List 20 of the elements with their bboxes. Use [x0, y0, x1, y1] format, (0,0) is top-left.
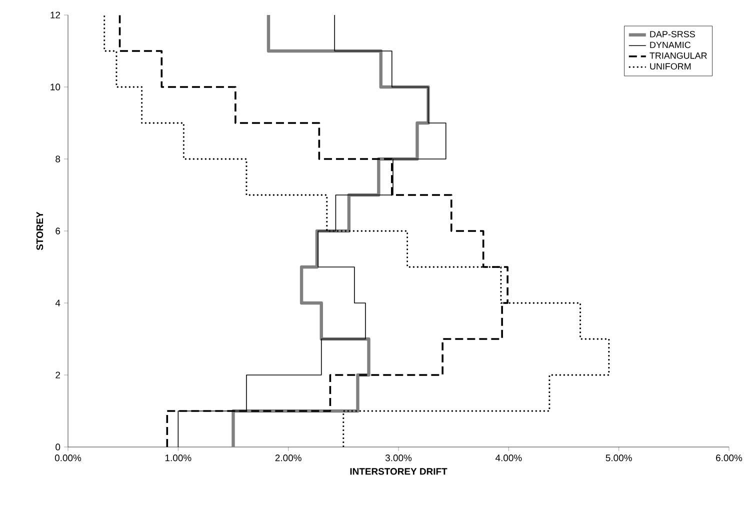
y-tick-label: 0	[56, 444, 60, 450]
x-tick-label: 3.00%	[385, 454, 412, 462]
legend-label: UNIFORM	[650, 63, 691, 70]
y-tick-label: 10	[50, 84, 60, 90]
x-tick-label: 5.00%	[606, 454, 632, 462]
y-tick-label: 4	[55, 300, 60, 306]
x-tick-label: 2.00%	[275, 454, 302, 462]
x-tick-label: 1.00%	[165, 454, 192, 462]
x-tick-label: 0.00%	[54, 454, 82, 462]
x-tick-label: 4.00%	[495, 454, 522, 462]
y-tick-label: 12	[50, 12, 60, 18]
y-axis-title: STOREY	[36, 212, 44, 250]
y-tick-label: 6	[56, 228, 60, 234]
legend-label: DAP-SRSS	[650, 30, 695, 38]
x-tick-label: 6.00%	[716, 454, 742, 462]
y-tick-label: 8	[56, 156, 60, 162]
x-axis-title: INTERSTOREY DRIFT	[350, 468, 448, 475]
y-tick-label: 2	[56, 372, 60, 378]
legend-label: TRIANGULAR	[650, 52, 707, 59]
legend-label: DYNAMIC	[650, 42, 691, 48]
